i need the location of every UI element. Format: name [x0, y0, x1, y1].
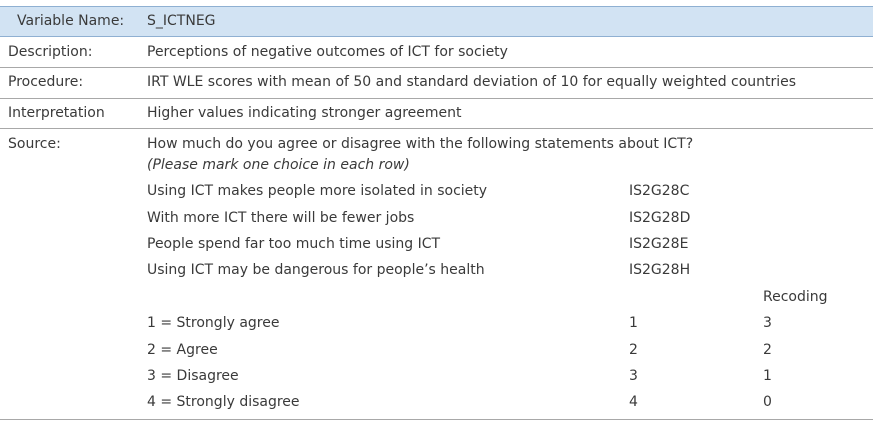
recoded-value: 2	[763, 342, 772, 358]
original-value: 1	[629, 315, 638, 331]
interpretation-label: Interpretation	[8, 105, 105, 121]
item-text: With more ICT there will be fewer jobs	[147, 210, 415, 226]
variable-name-label: Variable Name:	[17, 13, 125, 29]
variable-name-value: S_ICTNEG	[147, 13, 216, 29]
original-value: 4	[629, 394, 638, 410]
item-code: IS2G28E	[629, 236, 689, 252]
procedure-label: Procedure:	[8, 74, 84, 90]
source-instruction: (Please mark one choice in each row)	[147, 157, 410, 173]
description-value: Perceptions of negative outcomes of ICT …	[147, 44, 508, 60]
recoding-header: Recoding	[763, 289, 828, 305]
variable-name-header: Variable Name: S_ICTNEG	[0, 6, 873, 37]
item-code: IS2G28H	[629, 262, 691, 278]
row-divider	[0, 98, 873, 99]
source-question: How much do you agree or disagree with t…	[147, 136, 694, 152]
row-divider	[0, 67, 873, 68]
recoded-value: 3	[763, 315, 772, 331]
item-text: People spend far too much time using ICT	[147, 236, 441, 252]
recoding-label: 2 = Agree	[147, 342, 218, 358]
interpretation-value: Higher values indicating stronger agreem…	[147, 105, 462, 121]
description-label: Description:	[8, 44, 93, 60]
recoded-value: 0	[763, 394, 772, 410]
recoding-label: 3 = Disagree	[147, 368, 239, 384]
item-code: IS2G28C	[629, 183, 690, 199]
recoded-value: 1	[763, 368, 772, 384]
original-value: 2	[629, 342, 638, 358]
row-divider	[0, 128, 873, 129]
table-bottom-rule	[0, 419, 873, 420]
procedure-value: IRT WLE scores with mean of 50 and stand…	[147, 74, 797, 90]
recoding-label: 1 = Strongly agree	[147, 315, 280, 331]
item-text: Using ICT may be dangerous for people’s …	[147, 262, 485, 278]
item-code: IS2G28D	[629, 210, 691, 226]
recoding-label: 4 = Strongly disagree	[147, 394, 300, 410]
item-text: Using ICT makes people more isolated in …	[147, 183, 488, 199]
source-label: Source:	[8, 136, 61, 152]
original-value: 3	[629, 368, 638, 384]
